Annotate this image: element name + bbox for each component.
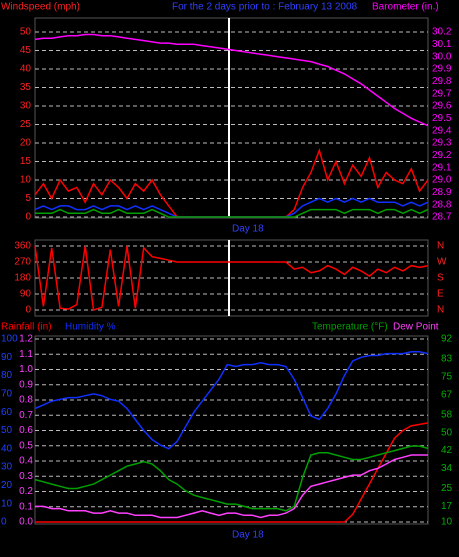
y-label: Windspeed (mph) <box>1 2 80 13</box>
y-tick-label: 5 <box>25 193 31 204</box>
y2-tick-label: 28.9 <box>432 187 452 198</box>
y2-tick-label: 83 <box>441 354 453 365</box>
y2-tick-label: 10 <box>441 517 453 528</box>
y-tick-label: 0 <box>25 305 31 316</box>
series-line <box>34 197 429 218</box>
y3-tick-label: 70 <box>1 389 13 400</box>
y2-tick-label: 30.2 <box>432 27 452 38</box>
series-line <box>34 33 429 127</box>
y-tick-label: 0.5 <box>19 440 33 451</box>
y3-tick-label: 40 <box>1 443 13 454</box>
y2-tick-label: 29.4 <box>432 125 452 136</box>
series-line <box>34 148 429 218</box>
y2-tick-label: 34 <box>441 463 453 474</box>
series-name: Temperature (°F) <box>312 322 388 333</box>
y-tick-label: 0.9 <box>19 379 33 390</box>
y2-tick-label: 29.9 <box>432 64 452 75</box>
y-tick-label: 35 <box>20 82 32 93</box>
series-name: Dew Point <box>393 322 439 333</box>
y3-tick-label: 20 <box>1 480 13 491</box>
series-line <box>35 454 428 519</box>
y-tick-label: 0.8 <box>19 395 33 406</box>
y-tick-label: 180 <box>14 273 31 284</box>
y-tick-label: 0.2 <box>19 486 33 497</box>
series-line <box>35 208 429 218</box>
series-line <box>34 351 429 450</box>
y-tick-label: 0.3 <box>19 471 33 482</box>
series-line <box>34 445 429 512</box>
y2-tick-label: E <box>437 289 444 300</box>
y2-tick-label: 25 <box>441 483 453 494</box>
y2-tick-label: 29.7 <box>432 88 452 99</box>
y-tick-label: 360 <box>14 241 31 252</box>
series-line <box>35 422 429 523</box>
series-line <box>34 245 429 311</box>
y-tick-label: 1.0 <box>19 364 33 375</box>
y2-tick-label: 58 <box>441 410 453 421</box>
y2-tick-label: 29.0 <box>432 175 452 186</box>
y-tick-label: 0 <box>25 212 31 223</box>
y3-tick-label: 80 <box>1 370 13 381</box>
y3-tick-label: 90 <box>1 352 13 363</box>
y3-tick-label: 0 <box>1 517 7 528</box>
y-tick-label: 1.2 <box>19 334 33 345</box>
y2-tick-label: 75 <box>441 372 453 383</box>
y-tick-label: 0.0 <box>19 517 33 528</box>
series-name: Humidity % <box>65 322 116 333</box>
y-tick-label: 0.4 <box>19 456 33 467</box>
y-tick-label: 0.1 <box>19 501 33 512</box>
y2-tick-label: W <box>437 257 447 268</box>
y-tick-label: 45 <box>20 45 32 56</box>
y2-tick-label: 29.8 <box>432 76 452 87</box>
y2-tick-label: 28.7 <box>432 212 452 223</box>
y2-tick-label: N <box>437 305 444 316</box>
y2-tick-label: 30.1 <box>432 39 452 50</box>
y3-tick-label: 10 <box>1 498 13 509</box>
y2-tick-label: N <box>437 241 444 252</box>
y2-tick-label: 50 <box>441 427 453 438</box>
y-tick-label: 1.1 <box>19 349 33 360</box>
y3-tick-label: 60 <box>1 407 13 418</box>
y-tick-label: 270 <box>14 257 31 268</box>
y-tick-label: 20 <box>20 138 32 149</box>
y-tick-label: 0.6 <box>19 425 33 436</box>
y3-tick-label: 100 <box>1 334 18 345</box>
y3-tick-label: 50 <box>1 425 13 436</box>
y-tick-label: 15 <box>20 156 32 167</box>
y2-tick-label: 29.2 <box>432 150 452 161</box>
x-label: Day 18 <box>232 224 264 235</box>
y-tick-label: 50 <box>20 27 32 38</box>
y3-tick-label: 30 <box>1 462 13 473</box>
y-tick-label: 10 <box>20 175 32 186</box>
y-tick-label: 40 <box>20 64 32 75</box>
y2-tick-label: 28.8 <box>432 199 452 210</box>
y2-tick-label: 17 <box>441 501 453 512</box>
y2-tick-label: 29.6 <box>432 101 452 112</box>
subtitle: For the 2 days prior to : February 13 20… <box>172 2 358 13</box>
y2-tick-label: 42 <box>441 445 453 456</box>
y2-tick-label: 92 <box>441 334 453 345</box>
y-tick-label: 0.7 <box>19 410 33 421</box>
y-tick-label: 90 <box>20 289 32 300</box>
y2-label: Barometer (in.) <box>372 2 439 13</box>
y-tick-label: 30 <box>20 101 32 112</box>
y2-tick-label: 29.1 <box>432 162 452 173</box>
y2-tick-label: 29.3 <box>432 138 452 149</box>
series-name: Rainfall (in) <box>1 322 52 333</box>
y2-tick-label: 67 <box>441 389 453 400</box>
y2-tick-label: 30.0 <box>432 51 452 62</box>
x-label: Day 18 <box>232 530 264 541</box>
y2-tick-label: S <box>437 273 444 284</box>
y2-tick-label: 29.5 <box>432 113 452 124</box>
y-tick-label: 25 <box>20 119 32 130</box>
panel-frame <box>34 17 429 219</box>
